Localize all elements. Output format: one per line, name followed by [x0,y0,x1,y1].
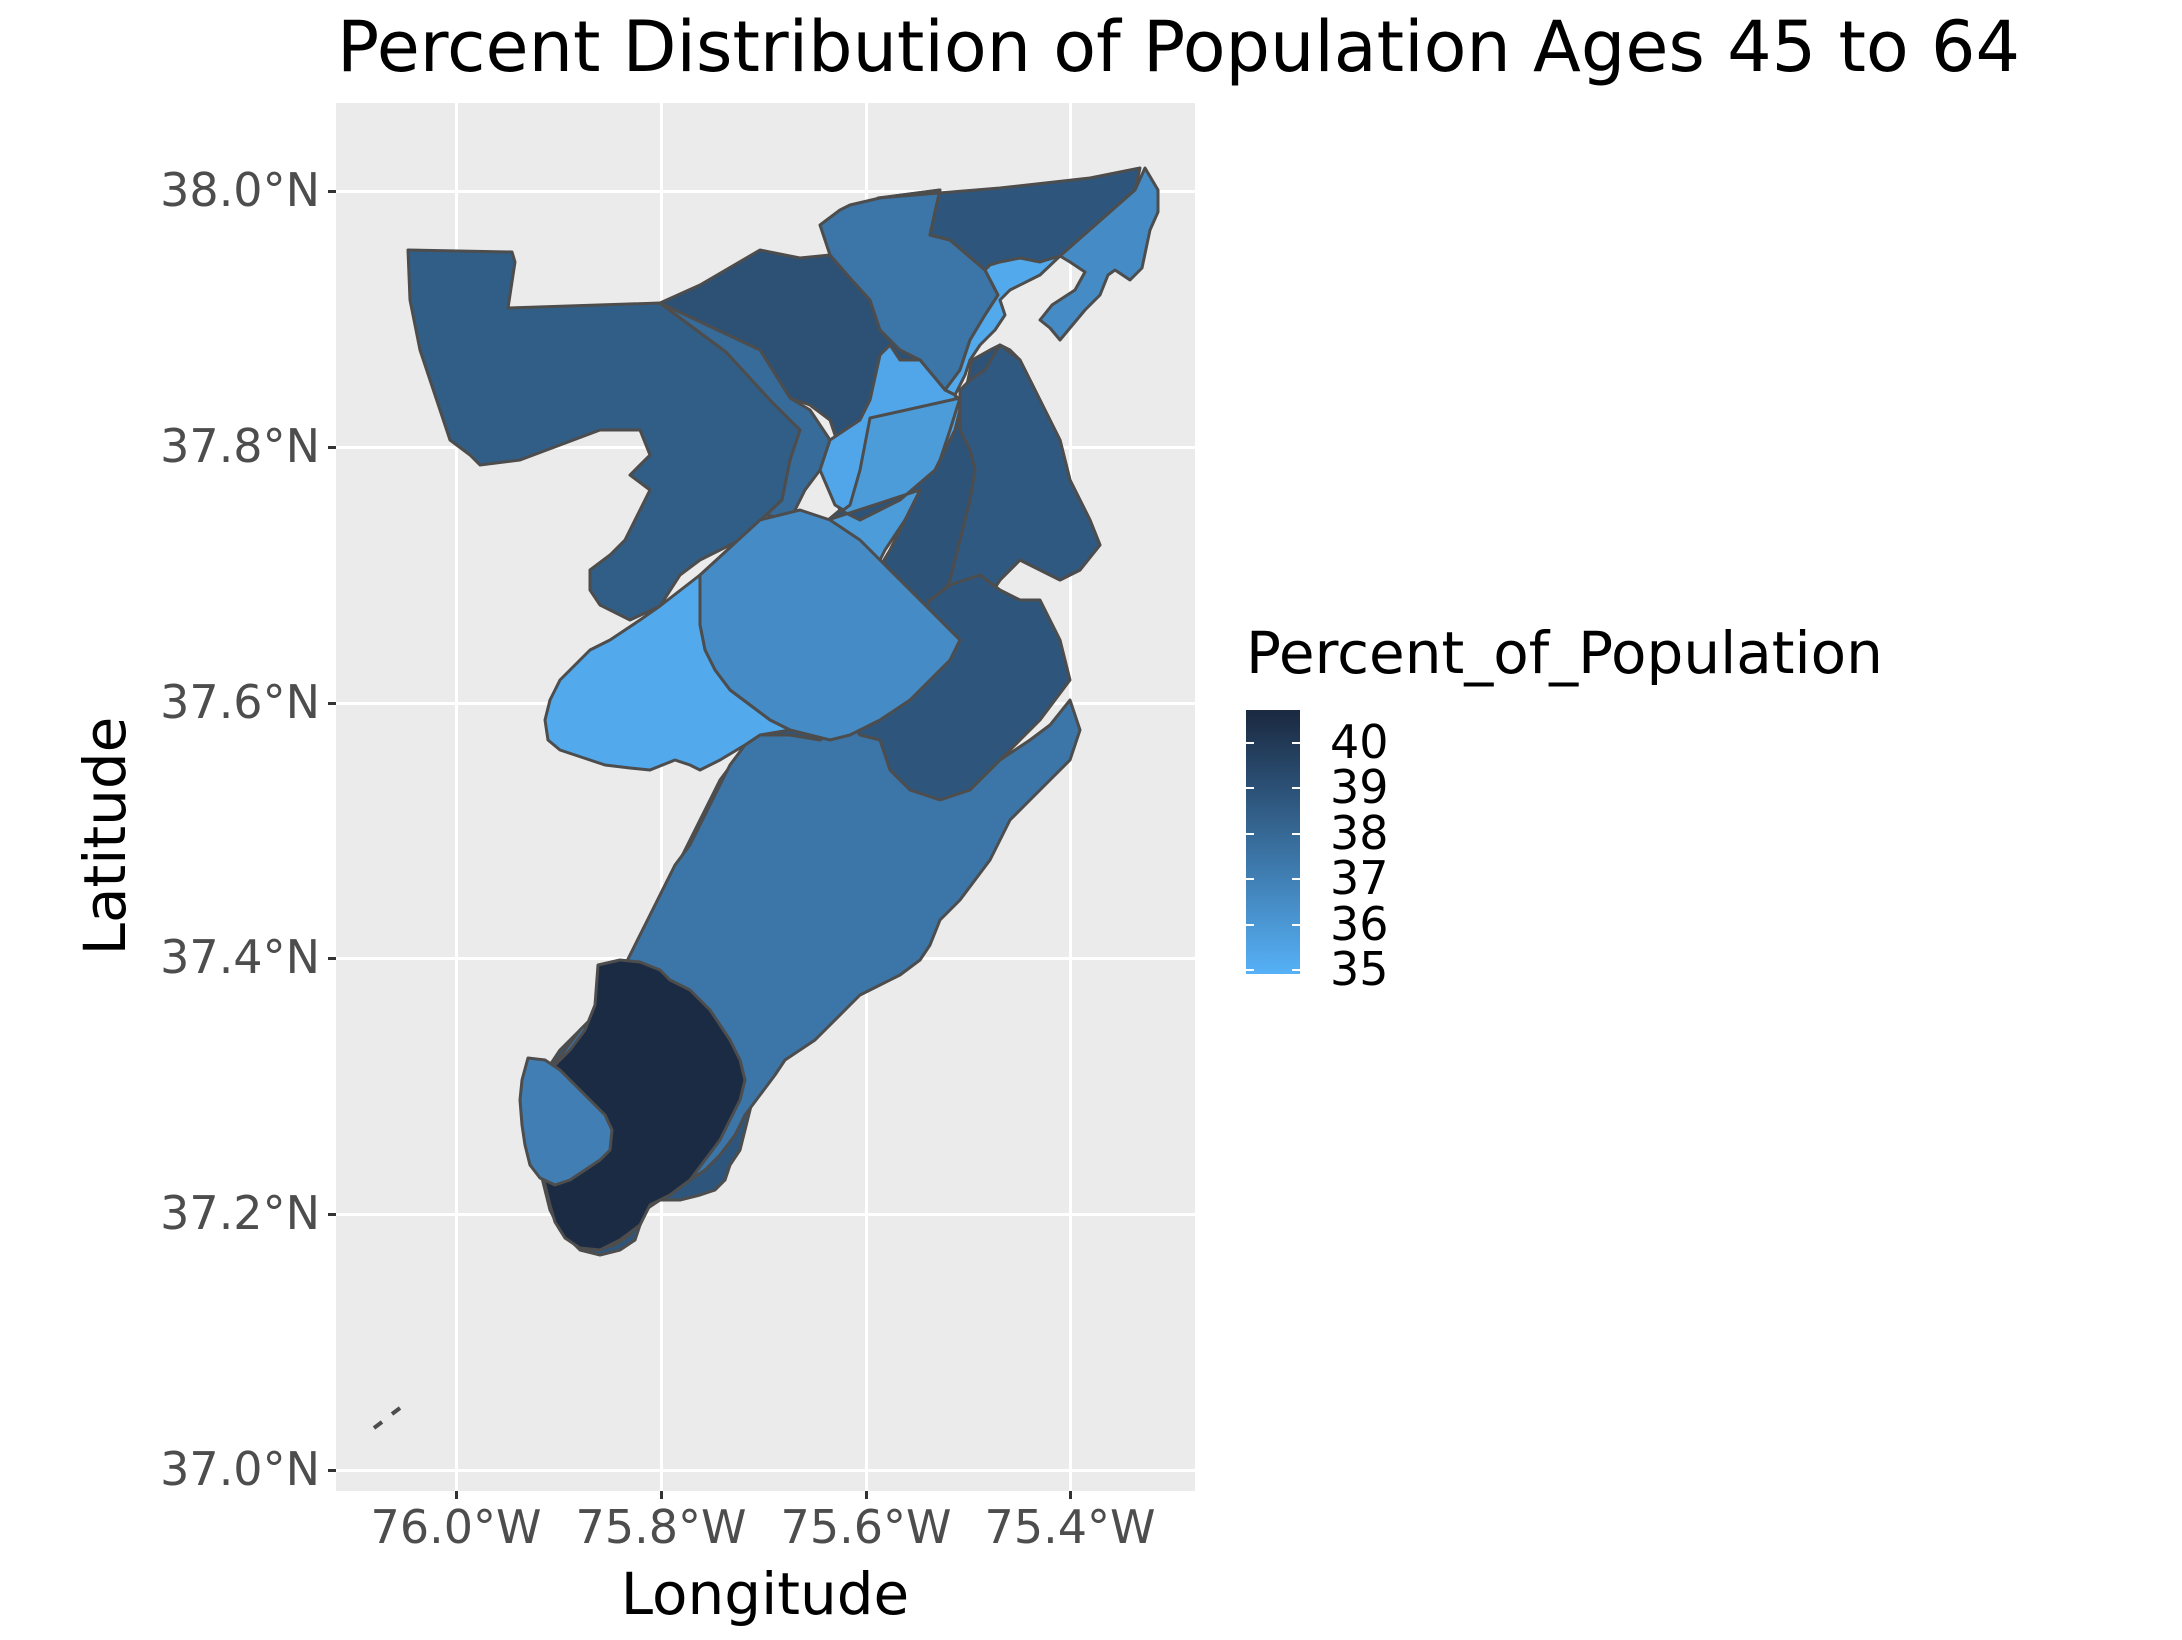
ytick-label: 37.6°N [160,675,320,729]
xtick-mark [1069,1491,1072,1499]
legend-tick [1292,969,1300,971]
legend-tick [1246,924,1254,926]
y-axis-title: Latitude [71,716,139,956]
legend-tick [1246,833,1254,835]
xtick-label: 75.4°W [984,1500,1156,1554]
xtick-mark [660,1491,663,1499]
map-region [1038,166,1160,342]
ytick-mark [328,1469,336,1472]
x-axis-title: Longitude [620,1560,910,1628]
ytick-label: 37.0°N [160,1442,320,1496]
ytick-label: 37.2°N [160,1186,320,1240]
legend-label: 39 [1330,760,1389,814]
ytick-mark [328,957,336,960]
legend-tick [1246,969,1254,971]
legend-title: Percent_of_Population [1246,619,1883,687]
xtick-mark [455,1491,458,1499]
small-island-mark [390,1406,402,1416]
chart-title: Percent Distribution of Population Ages … [337,6,2021,88]
ytick-mark [328,190,336,193]
grid-y-37.2 [336,1213,1195,1216]
legend-label: 38 [1330,806,1389,860]
legend-label: 36 [1330,897,1389,951]
legend-tick [1292,833,1300,835]
xtick-label: 75.8°W [575,1500,747,1554]
legend-tick [1246,742,1254,744]
legend-tick [1246,787,1254,789]
grid-y-38.0 [336,190,1195,193]
legend-label: 35 [1330,942,1389,996]
xtick-label: 76.0°W [370,1500,542,1554]
grid-x-76.0 [455,103,458,1491]
grid-x-75.8 [660,103,663,1491]
grid-y-37.0 [336,1469,1195,1472]
ytick-mark [328,1213,336,1216]
ytick-label: 37.4°N [160,930,320,984]
xtick-mark [865,1491,868,1499]
ytick-mark [328,702,336,705]
map-region [543,573,792,772]
legend-tick [1292,924,1300,926]
legend-tick [1292,742,1300,744]
legend-label: 37 [1330,851,1389,905]
map-region [518,1056,614,1187]
xtick-label: 75.6°W [780,1500,952,1554]
grid-x-75.4 [1069,103,1072,1491]
map-region [943,254,1062,397]
legend-tick [1292,878,1300,880]
legend-colorbar [1246,710,1300,974]
ytick-mark [328,446,336,449]
legend-tick [1292,787,1300,789]
legend-tick [1246,878,1254,880]
ytick-label: 38.0°N [160,163,320,217]
legend-label: 40 [1330,715,1389,769]
ytick-label: 37.8°N [160,419,320,473]
small-island-mark [372,1420,384,1430]
